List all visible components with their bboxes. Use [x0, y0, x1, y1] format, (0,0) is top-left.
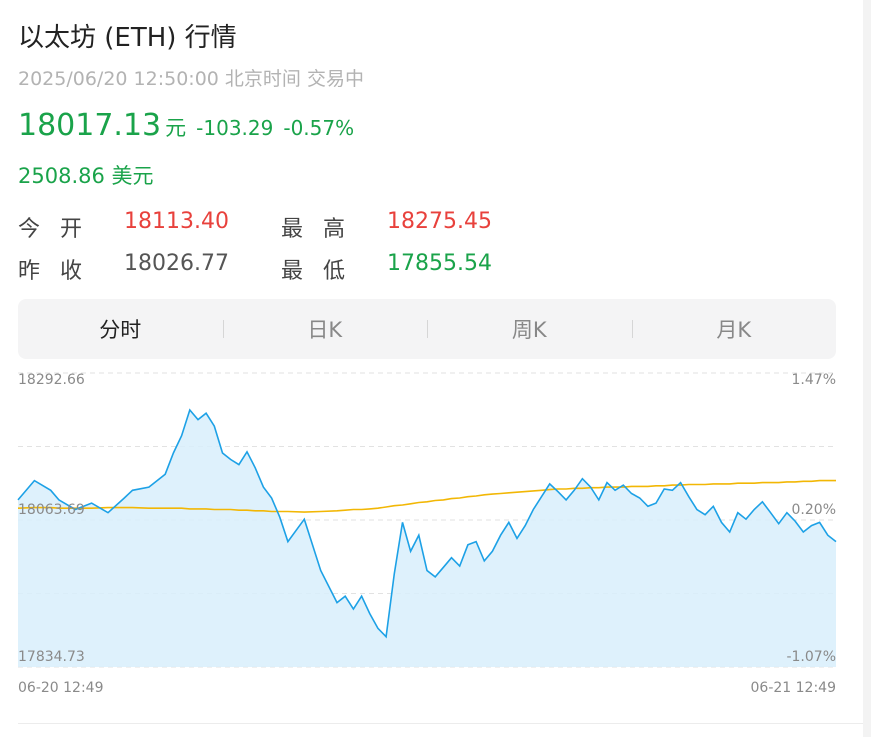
average-price-line: [17, 479, 836, 513]
y-tick-high: 18292.66: [18, 372, 85, 388]
tab-monthly-k[interactable]: 月K: [631, 299, 837, 359]
quote-timestamp: 2025/06/20 12:50:00 北京时间 交易中: [18, 68, 364, 90]
chart-period-tabs: 分时 日K 周K 月K: [18, 299, 836, 359]
open-value: 18113.40: [124, 209, 229, 234]
prev-close-label: 昨收: [18, 259, 103, 284]
high-value: 18275.45: [387, 209, 492, 234]
pct-tick-high: 1.47%: [791, 372, 836, 388]
pct-tick-low: -1.07%: [786, 649, 836, 665]
high-label: 最高: [281, 217, 366, 242]
price-area-fill: [18, 410, 836, 667]
price-line: [17, 408, 837, 639]
price-unit: 元: [165, 116, 187, 140]
price-row: 18017.13 元 -103.29 -0.57%: [18, 108, 354, 143]
right-edge-panel: [863, 0, 871, 737]
x-tick-end: 06-21 12:49: [750, 680, 836, 696]
price-change-percent: -0.57%: [283, 116, 355, 140]
price-change: -103.29: [196, 116, 274, 140]
x-tick-start: 06-20 12:49: [18, 680, 104, 696]
page-title: 以太坊 (ETH) 行情: [18, 23, 237, 53]
tab-intraday[interactable]: 分时: [99, 318, 142, 342]
footer-divider: [18, 723, 863, 724]
open-label: 今开: [18, 217, 103, 242]
y-tick-mid: 18063.69: [18, 502, 85, 518]
tab-weekly-k[interactable]: 周K: [427, 299, 632, 359]
current-price: 18017.13: [18, 108, 162, 143]
y-tick-low: 17834.73: [18, 649, 85, 665]
pct-tick-mid: 0.20%: [791, 502, 836, 518]
usd-price: 2508.86 美元: [18, 164, 154, 188]
low-label: 最低: [281, 259, 366, 284]
prev-close-value: 18026.77: [124, 251, 229, 276]
low-value: 17855.54: [387, 251, 492, 276]
tab-daily-k[interactable]: 日K: [222, 299, 428, 359]
